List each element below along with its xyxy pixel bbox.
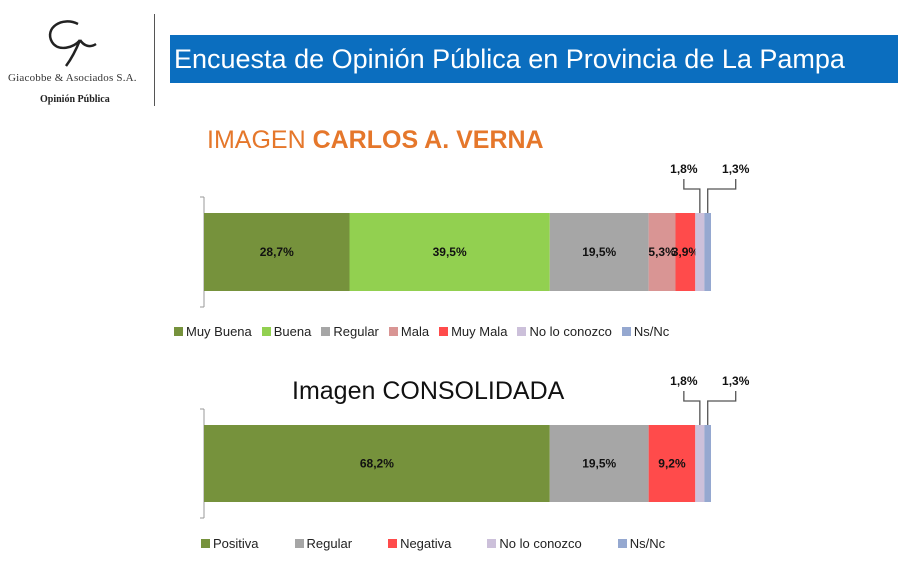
chart2-title: Imagen CONSOLIDADA	[292, 377, 565, 405]
legend-swatch	[617, 539, 627, 548]
legend-item: Ns/Nc	[621, 324, 670, 339]
legend-item: Positiva	[201, 536, 259, 551]
data-label: 68,2%	[360, 457, 394, 471]
legend-label: Regular	[306, 536, 353, 551]
legend-item: Buena	[261, 324, 312, 339]
bar-segment-muy-mala	[675, 213, 696, 291]
legend-label: Negativa	[400, 536, 452, 551]
bar-segment-ns-nc	[704, 213, 711, 291]
data-label: 19,5%	[582, 457, 616, 471]
logo-subtitle: Opinión Pública	[40, 94, 110, 105]
legend-swatch	[321, 327, 331, 336]
legend-swatch	[621, 327, 631, 336]
bar-segment-buena	[349, 213, 550, 291]
legend-item: Negativa	[388, 536, 451, 551]
callout-label: 1,8%	[670, 374, 698, 388]
bar-segment-ns-nc	[704, 425, 711, 502]
legend-swatch	[294, 539, 304, 548]
bar-segment-negativa	[648, 425, 696, 502]
legend-label: Regular	[333, 324, 379, 339]
legend-label: No lo conozco	[499, 536, 582, 551]
legend-label: Muy Buena	[186, 324, 252, 339]
logo-icon	[48, 20, 97, 67]
legend-chart2: Positiva Regular Negativa No lo conozco Ns/N…	[201, 536, 701, 551]
legend-item: Muy Mala	[439, 324, 507, 339]
legend-swatch	[517, 327, 527, 336]
legend-item: Mala	[388, 324, 430, 339]
divider	[154, 14, 155, 106]
legend-label: Mala	[400, 324, 430, 339]
legend-label: Muy Mala	[451, 324, 508, 339]
legend-item: Regular	[294, 536, 353, 551]
legend-label: No lo conozco	[529, 324, 612, 339]
bar-segment-no-lo-conozco	[695, 425, 705, 502]
data-label: 5,3%	[648, 245, 676, 259]
callout-line	[707, 179, 737, 213]
data-label: 39,5%	[433, 245, 467, 259]
legend-chart1: Muy Buena Buena Regular Mala Muy Mala No lo c…	[174, 324, 679, 339]
data-label: 9,2%	[658, 457, 686, 471]
legend-swatch	[174, 327, 183, 336]
data-label: 19,5%	[582, 245, 616, 259]
legend-swatch	[487, 539, 497, 548]
bar-segment-positiva	[204, 425, 550, 502]
legend-item: Regular	[321, 324, 379, 339]
data-label: 28,7%	[260, 245, 294, 259]
callout-label: 1,8%	[670, 162, 698, 176]
legend-swatch	[388, 539, 398, 548]
legend-swatch	[201, 539, 210, 548]
bar-segment-muy-buena	[204, 213, 350, 291]
callout-line	[683, 391, 701, 425]
legend-label: Ns/Nc	[629, 536, 666, 551]
legend-label: Ns/Nc	[633, 324, 670, 339]
legend-label: Positiva	[213, 536, 259, 551]
page-title: Encuesta de Opinión Pública en Provincia…	[170, 35, 898, 83]
bar-segment-regular	[549, 213, 649, 291]
callout-line	[683, 179, 701, 213]
legend-item: Ns/Nc	[617, 536, 666, 551]
callout-label: 1,3%	[722, 374, 750, 388]
legend-swatch	[261, 327, 271, 336]
legend-item: No lo conozco	[487, 536, 582, 551]
bar-segment-mala	[648, 213, 676, 291]
callout-label: 1,3%	[722, 162, 750, 176]
data-label: 3,9%	[672, 245, 700, 259]
legend-item: Muy Buena	[174, 324, 252, 339]
bar-segment-regular	[549, 425, 649, 502]
legend-item: No lo conozco	[517, 324, 612, 339]
bar-segment-no-lo-conozco	[695, 213, 705, 291]
legend-swatch	[388, 327, 398, 336]
logo-text: Giacobbe & Asociados S.A.	[8, 72, 137, 84]
legend-swatch	[439, 327, 449, 336]
chart1-title: IMAGEN CARLOS A. VERNA	[207, 126, 544, 154]
callout-line	[707, 391, 737, 425]
legend-label: Buena	[273, 324, 312, 339]
